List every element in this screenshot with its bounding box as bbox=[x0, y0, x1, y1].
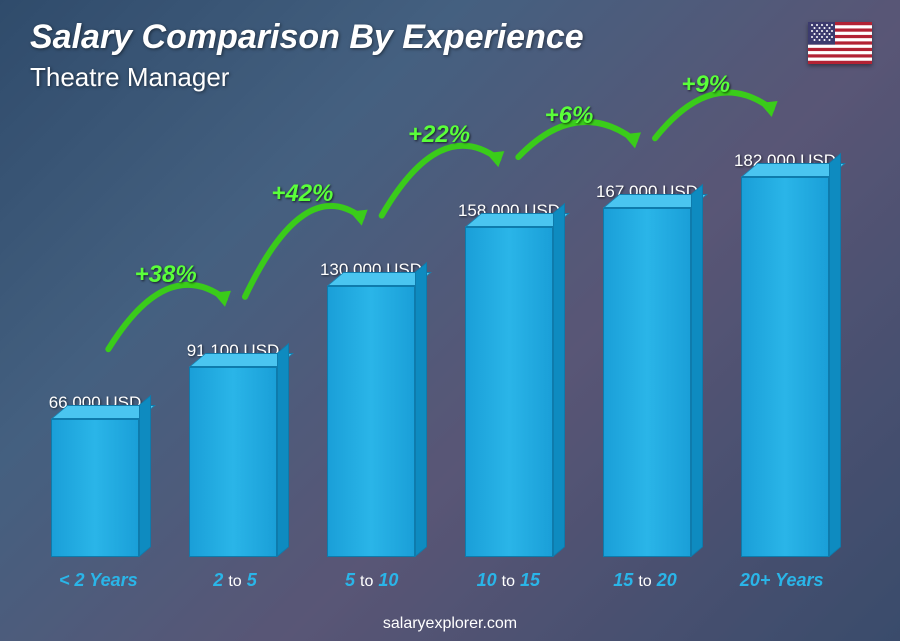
us-flag-icon bbox=[808, 22, 872, 64]
increase-arrow-icon bbox=[30, 100, 850, 557]
percent-increase-label: +9% bbox=[681, 71, 730, 99]
bar-chart: 66,000 USD91,100 USD130,000 USD158,000 U… bbox=[30, 100, 850, 591]
category-label: 2 to 5 bbox=[167, 570, 304, 591]
category-label: 5 to 10 bbox=[303, 570, 440, 591]
category-label: 20+ Years bbox=[713, 570, 850, 591]
category-label: < 2 Years bbox=[30, 570, 167, 591]
category-label: 10 to 15 bbox=[440, 570, 577, 591]
chart-title: Salary Comparison By Experience bbox=[30, 18, 584, 57]
footer-attribution: salaryexplorer.com bbox=[0, 615, 900, 633]
chart-subtitle: Theatre Manager bbox=[30, 62, 229, 93]
category-label: 15 to 20 bbox=[577, 570, 714, 591]
